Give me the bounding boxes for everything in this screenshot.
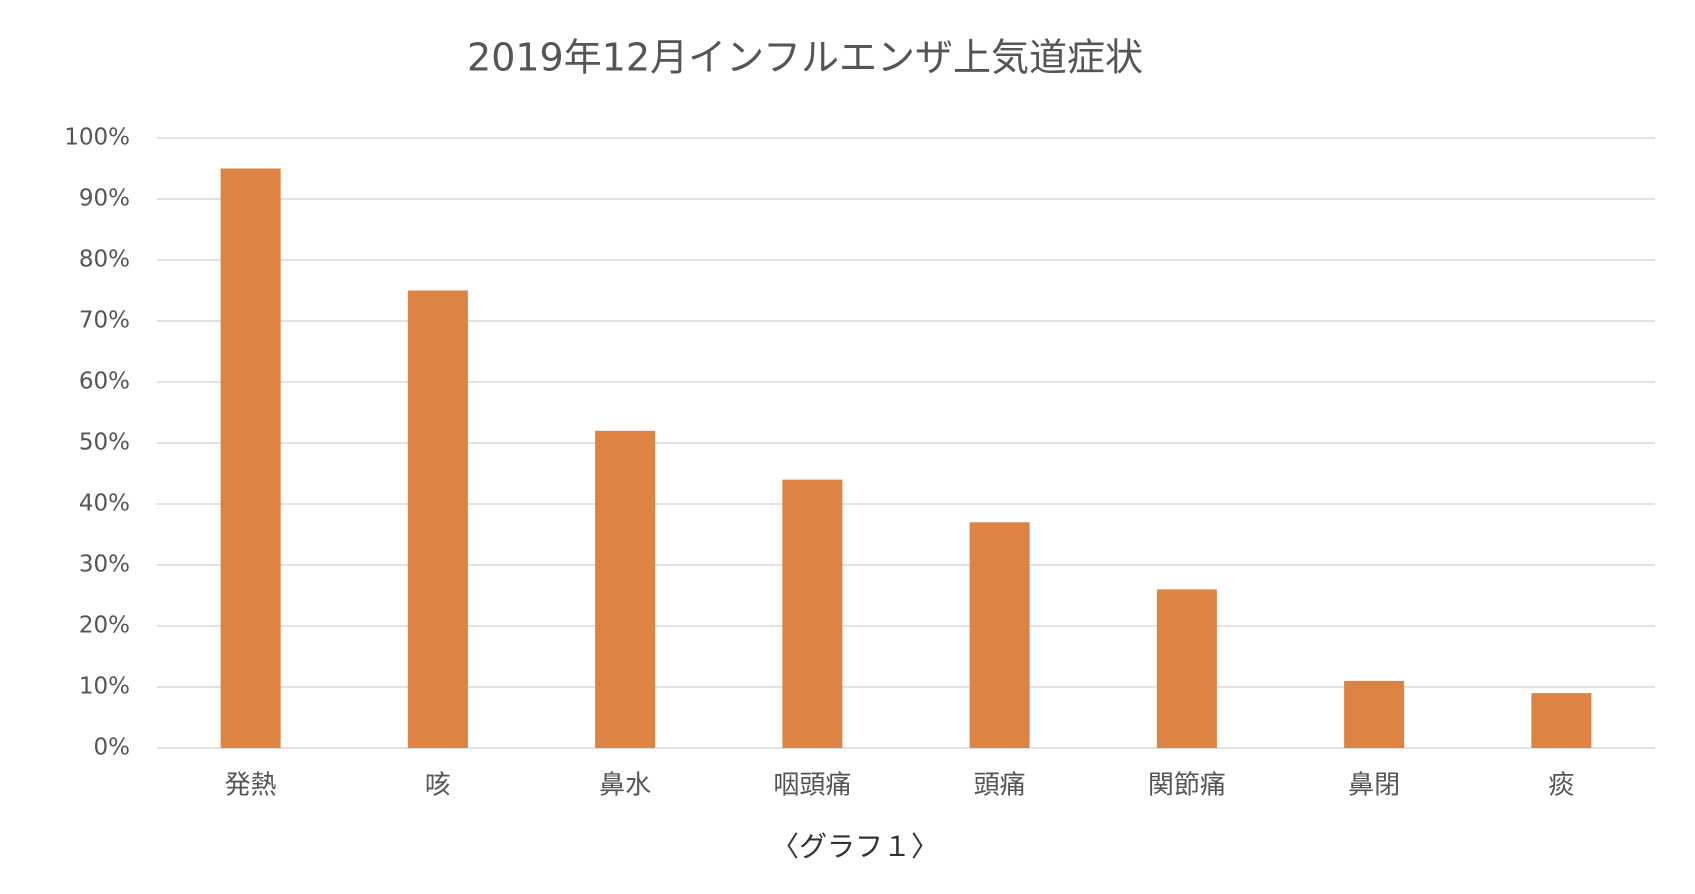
x-tick-label: 関節痛 <box>1148 771 1226 801</box>
y-tick-label: 90% <box>79 186 130 212</box>
y-tick-label: 50% <box>79 430 130 456</box>
x-tick-label: 鼻水 <box>599 771 651 801</box>
x-tick-label: 頭痛 <box>974 771 1026 801</box>
chart-caption: 〈グラフ１〉 <box>771 830 939 863</box>
bar <box>1531 693 1592 748</box>
y-tick-label: 100% <box>64 125 130 151</box>
chart-title: 2019年12月インフルエンザ上気道症状 <box>467 36 1143 80</box>
y-tick-label: 70% <box>79 308 130 334</box>
bar <box>407 290 468 748</box>
y-tick-label: 20% <box>79 613 130 639</box>
y-tick-label: 10% <box>79 674 130 700</box>
y-tick-label: 30% <box>79 552 130 578</box>
bar <box>1344 680 1405 748</box>
bar <box>969 522 1030 748</box>
bar <box>782 479 843 748</box>
y-tick-label: 80% <box>79 247 130 273</box>
y-tick-label: 0% <box>94 735 131 761</box>
bar <box>1156 589 1217 748</box>
x-tick-label: 発熱 <box>225 771 277 801</box>
x-tick-label: 咳 <box>425 771 451 801</box>
y-tick-label: 40% <box>79 491 130 517</box>
x-tick-label: 咽頭痛 <box>773 771 851 801</box>
bar <box>220 168 281 748</box>
bar <box>595 430 656 748</box>
y-tick-label: 60% <box>79 369 130 395</box>
x-tick-label: 痰 <box>1548 771 1574 801</box>
x-tick-label: 鼻閉 <box>1348 771 1400 801</box>
